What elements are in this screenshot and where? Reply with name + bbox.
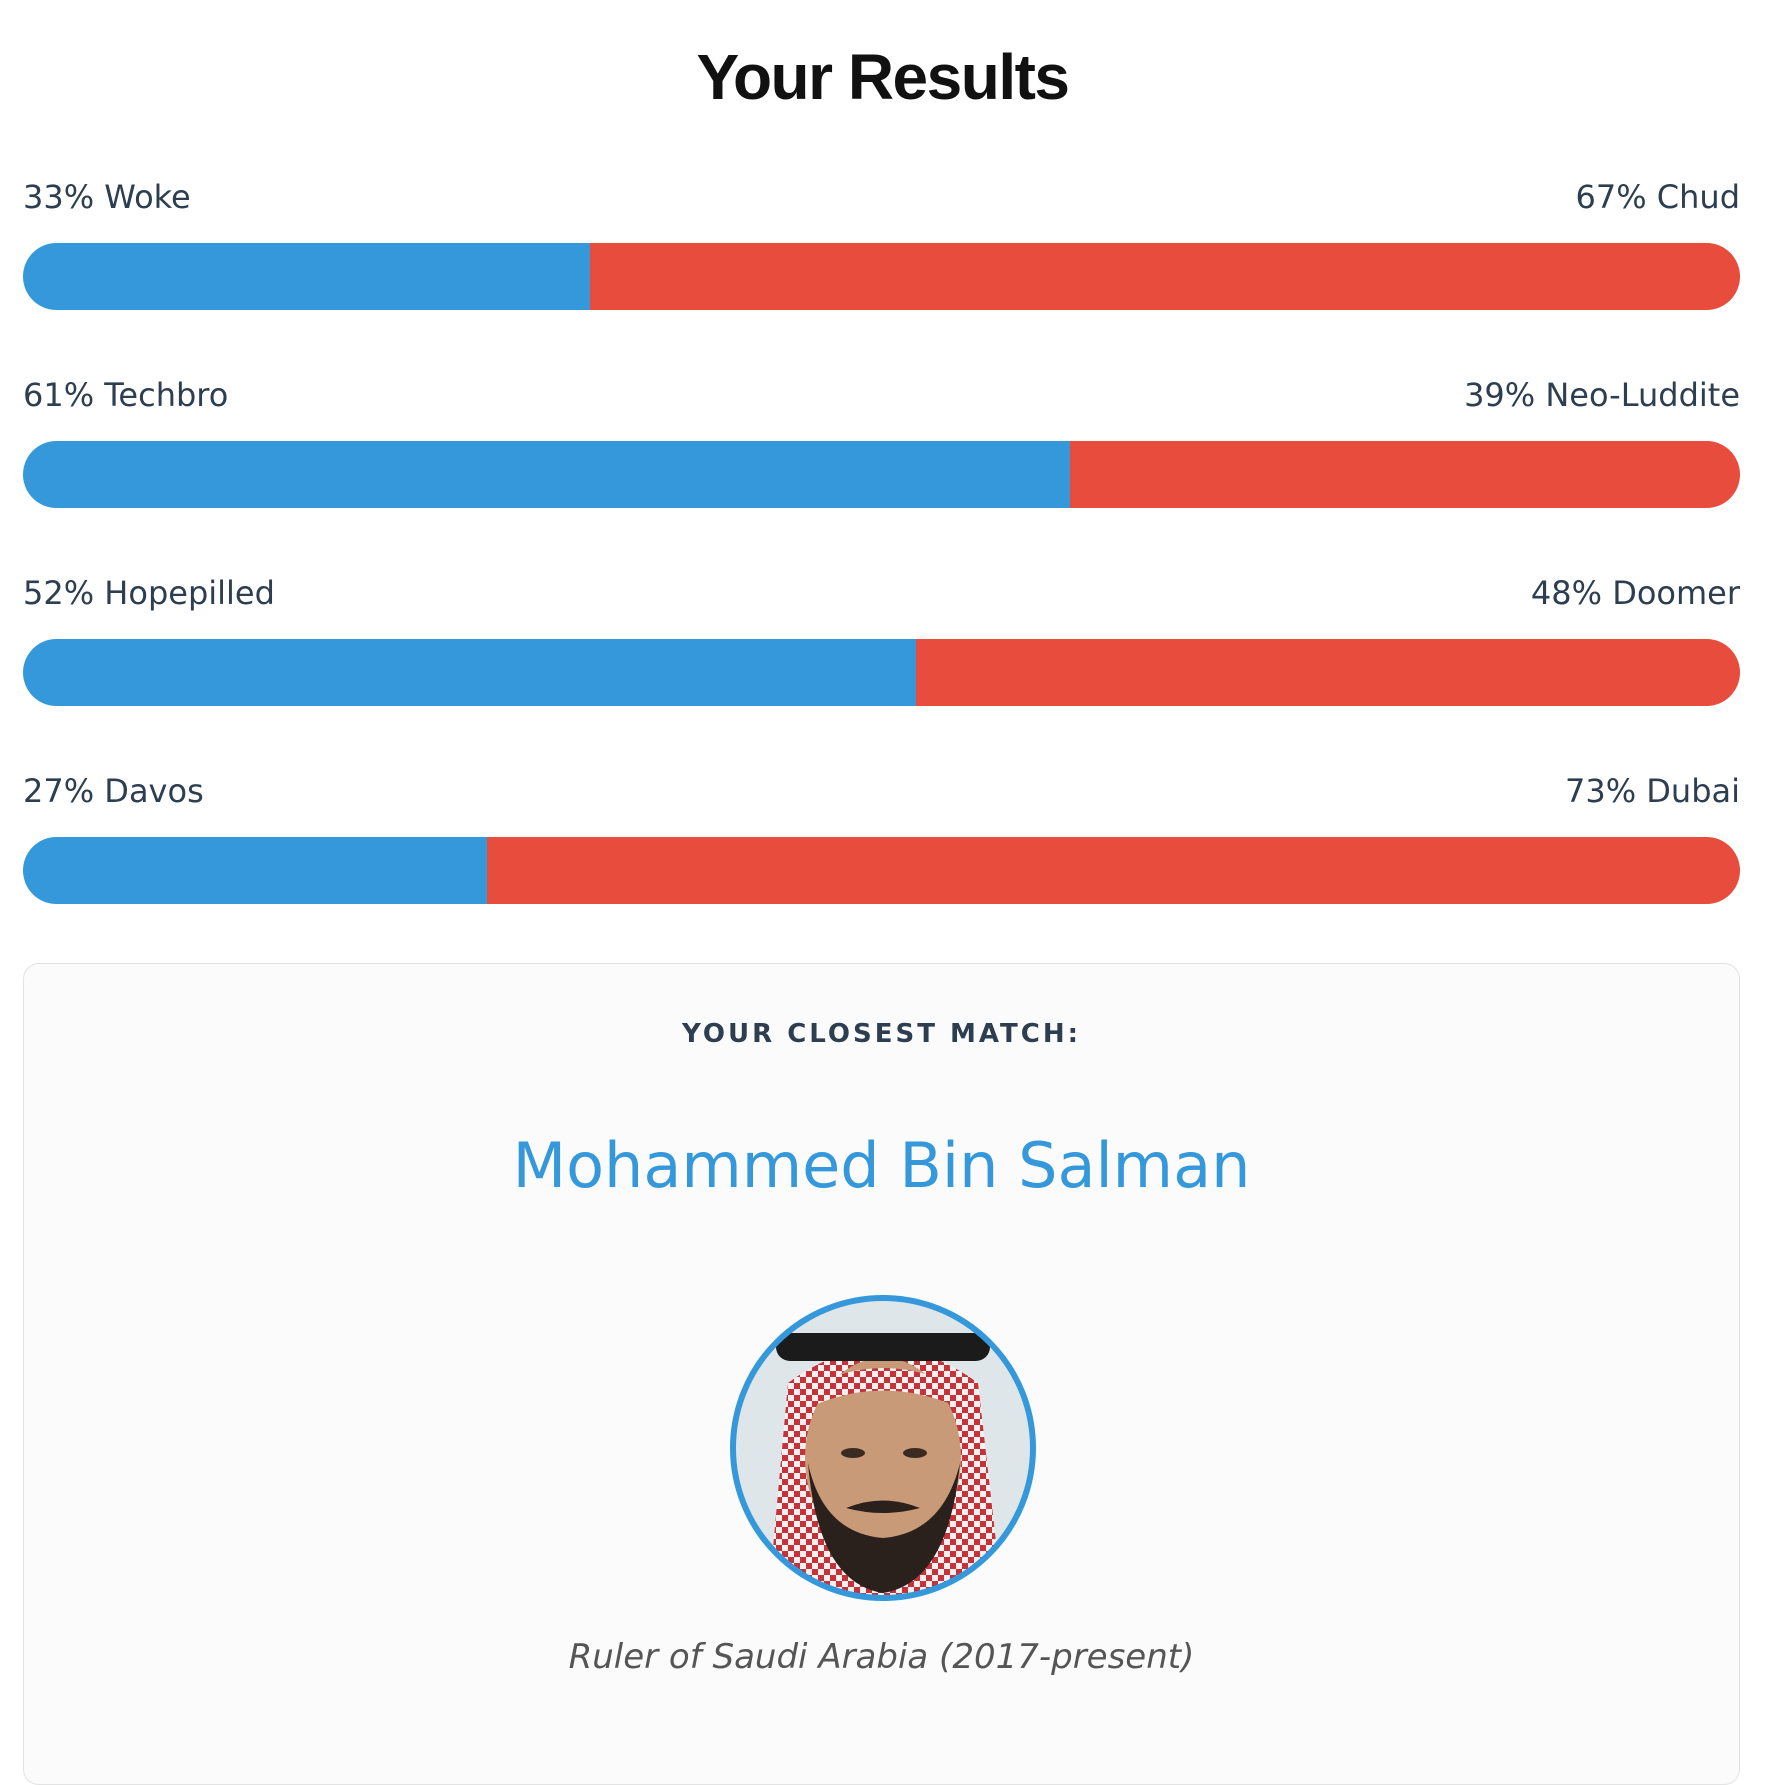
- match-heading: YOUR CLOSEST MATCH:: [682, 1019, 1081, 1049]
- left-label: 33% Woke: [23, 178, 191, 216]
- left-segment: [23, 243, 590, 310]
- scale-row: 33% Woke 67% Chud: [23, 178, 1740, 318]
- left-label: 27% Davos: [23, 772, 204, 810]
- scale-row: 61% Techbro 39% Neo-Luddite: [23, 376, 1740, 516]
- right-segment: [589, 243, 1740, 310]
- scale-bar: [23, 837, 1740, 904]
- scale-bar: [23, 243, 1740, 310]
- match-name: Mohammed Bin Salman: [512, 1129, 1251, 1202]
- left-segment: [23, 837, 487, 904]
- scale-bar: [23, 441, 1740, 508]
- left-segment: [23, 441, 1071, 508]
- match-description: Ruler of Saudi Arabia (2017-present): [568, 1637, 1195, 1677]
- page-title: Your Results: [696, 41, 1071, 113]
- right-label: 48% Doomer: [1530, 574, 1740, 612]
- right-label: 39% Neo-Luddite: [1464, 376, 1740, 414]
- right-segment: [915, 639, 1740, 706]
- scale-row: 52% Hopepilled 48% Doomer: [23, 574, 1740, 714]
- scale-row: 27% Davos 73% Dubai: [23, 772, 1740, 912]
- left-label: 61% Techbro: [23, 376, 229, 414]
- left-label: 52% Hopepilled: [23, 574, 275, 612]
- right-segment: [1070, 441, 1740, 508]
- match-portrait: [730, 1295, 1036, 1601]
- match-card: YOUR CLOSEST MATCH: Mohammed Bin Salman …: [23, 963, 1740, 1785]
- right-label: 67% Chud: [1575, 178, 1740, 216]
- right-segment: [486, 837, 1740, 904]
- scale-bar: [23, 639, 1740, 706]
- left-segment: [23, 639, 916, 706]
- right-label: 73% Dubai: [1564, 772, 1740, 810]
